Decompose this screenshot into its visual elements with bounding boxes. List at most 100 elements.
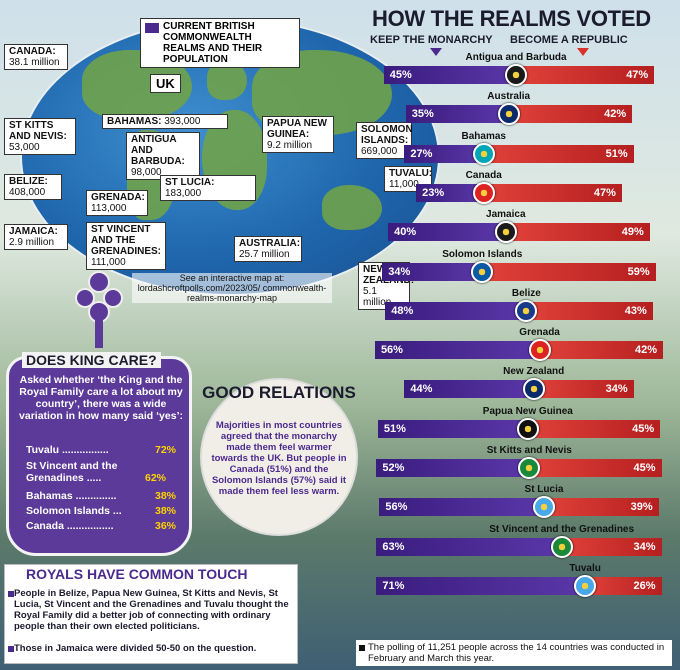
map-label-st-lucia: ST LUCIA: 183,000 — [160, 175, 256, 201]
bar-become-republic: 45% — [529, 459, 662, 477]
flag-icon — [532, 496, 555, 519]
label-value: 38.1 million — [9, 57, 60, 68]
bar-keep-monarchy: 56% — [374, 341, 540, 360]
care-row-label: Bahamas .............. — [26, 490, 117, 502]
label-name: BELIZE: — [9, 176, 48, 187]
care-row-label: Tuvalu ................ — [26, 444, 109, 456]
flag-icon — [505, 64, 528, 86]
category-label: Antigua and Barbuda — [465, 52, 567, 63]
map-label-canada: CANADA: 38.1 million — [4, 44, 68, 70]
uk-label: UK — [150, 74, 181, 93]
category-label: St Kitts and Nevis — [486, 445, 572, 456]
map-label-grenada: GRENADA: 113,000 — [86, 190, 148, 216]
flag-icon — [471, 260, 494, 283]
footnote-bullet-icon — [359, 645, 365, 651]
common-touch-title: ROYALS HAVE COMMON TOUCH — [26, 566, 248, 582]
bar-keep-monarchy: 44% — [404, 380, 534, 399]
map-label-bahamas: BAHAMAS: 393,000 — [102, 114, 228, 129]
bar-become-republic: 42% — [539, 341, 664, 360]
flag-icon — [522, 378, 545, 401]
label-name: ST KITTS AND NEVIS: — [9, 120, 67, 142]
category-label: Belize — [511, 287, 541, 299]
bar-become-republic: 42% — [508, 105, 633, 124]
map-label-australia: AUSTRALIA: 25.7 million — [234, 236, 302, 262]
bar-keep-monarchy: 52% — [376, 459, 530, 477]
category-label: Australia — [487, 91, 531, 103]
flag-icon — [516, 417, 539, 440]
category-label: New Zealand — [503, 366, 565, 378]
map-note: See an interactive map at: lordashcroftp… — [132, 273, 332, 303]
footnote: The polling of 11,251 people across the … — [356, 640, 672, 666]
care-row-canada: Canada ................ 36% — [26, 520, 176, 532]
care-row-st-vincent: St Vincent and the Grenadines ..... 62% — [26, 460, 166, 484]
care-row-bahamas: Bahamas .............. 38% — [26, 490, 176, 502]
label-name: CANADA: — [9, 46, 56, 57]
label-value: 9.2 million — [267, 140, 313, 151]
common-touch-paragraph-1: People in Belize, Papua New Guinea, St K… — [14, 588, 289, 632]
label-name: ANTIGUA AND BARBUDA: — [131, 134, 185, 167]
flag-icon — [472, 181, 495, 204]
bar-become-republic: 47% — [516, 66, 655, 84]
flag-icon — [472, 142, 495, 165]
bar-keep-monarchy: 35% — [405, 105, 509, 124]
label-value: 2.9 million — [9, 237, 55, 248]
flag-icon — [550, 535, 573, 558]
good-relations-body: Majorities in most countries agreed that… — [211, 420, 347, 497]
common-touch-panel — [4, 564, 298, 664]
bullet-icon — [8, 591, 14, 597]
flag-icon — [574, 574, 597, 597]
label-name: TUVALU: — [389, 168, 433, 179]
care-row-label: Canada ................ — [26, 520, 114, 532]
category-label: Solomon Islands — [442, 248, 523, 260]
bar-keep-monarchy: 63% — [376, 537, 562, 556]
bar-become-republic: 34% — [561, 537, 662, 556]
bullet-icon — [8, 646, 14, 652]
map-label-belize: BELIZE: 408,000 — [4, 174, 62, 200]
label-value: 53,000 — [9, 142, 40, 153]
bar-become-republic: 47% — [483, 183, 622, 202]
bar-become-republic: 34% — [533, 380, 634, 399]
chart-title: HOW THE REALMS VOTED — [372, 6, 651, 31]
flag-icon — [518, 457, 541, 479]
category-label: Bahamas — [461, 130, 506, 142]
care-row-label: Solomon Islands ... — [26, 505, 122, 517]
good-relations-circle — [200, 378, 358, 536]
bar-become-republic: 43% — [526, 301, 653, 320]
bar-become-republic: 45% — [527, 419, 661, 438]
care-title: DOES KING CARE? — [22, 352, 161, 368]
map-label-papua-new-guinea: PAPUA NEW GUINEA: 9.2 million — [262, 116, 334, 153]
label-value: 669,000 — [361, 146, 398, 157]
map-label-solomon-islands: SOLOMON ISLANDS: 669,000 — [356, 122, 413, 159]
map-legend-text: CURRENT BRITISH COMMONWEALTH REALMS AND … — [163, 21, 263, 65]
keep-arrow-icon — [430, 48, 442, 56]
flag-icon — [515, 299, 538, 322]
label-name: NEW ZEALAND: — [363, 264, 415, 286]
label-name: AUSTRALIA: — [239, 238, 301, 249]
label-name: ST VINCENT AND THE GRENADINES: — [91, 224, 162, 257]
bar-keep-monarchy: 34% — [382, 262, 483, 281]
category-label: Grenada — [519, 327, 560, 339]
label-value: 5.1 million — [363, 286, 392, 308]
bar-become-republic: 49% — [505, 223, 650, 242]
care-row-pct: 38% — [154, 505, 176, 517]
category-label: St Vincent and the Grenadines — [489, 523, 635, 535]
label-value: 113,000 — [91, 203, 127, 214]
category-label: Tuvalu — [569, 562, 601, 574]
label-value: 408,000 — [9, 187, 46, 198]
care-row-pct: 38% — [154, 490, 176, 502]
bar-keep-monarchy: 51% — [377, 419, 528, 438]
label-value: 111,000 — [91, 257, 126, 268]
bar-become-republic: 39% — [543, 498, 659, 517]
label-name: SOLOMON ISLANDS: — [361, 124, 413, 146]
label-name: BAHAMAS: — [107, 116, 162, 127]
care-row-solomon: Solomon Islands ... 38% — [26, 505, 176, 517]
label-name: PAPUA NEW GUINEA: — [267, 118, 327, 140]
category-label: Papua New Guinea — [482, 405, 573, 417]
category-label: Canada — [465, 169, 502, 181]
footnote-text: The polling of 11,251 people across the … — [368, 642, 665, 664]
flag-icon — [494, 221, 517, 244]
label-name: JAMAICA: — [9, 226, 58, 237]
care-body: Asked whether ‘the King and the Royal Fa… — [19, 374, 183, 422]
good-relations-title: GOOD RELATIONS — [202, 383, 356, 402]
